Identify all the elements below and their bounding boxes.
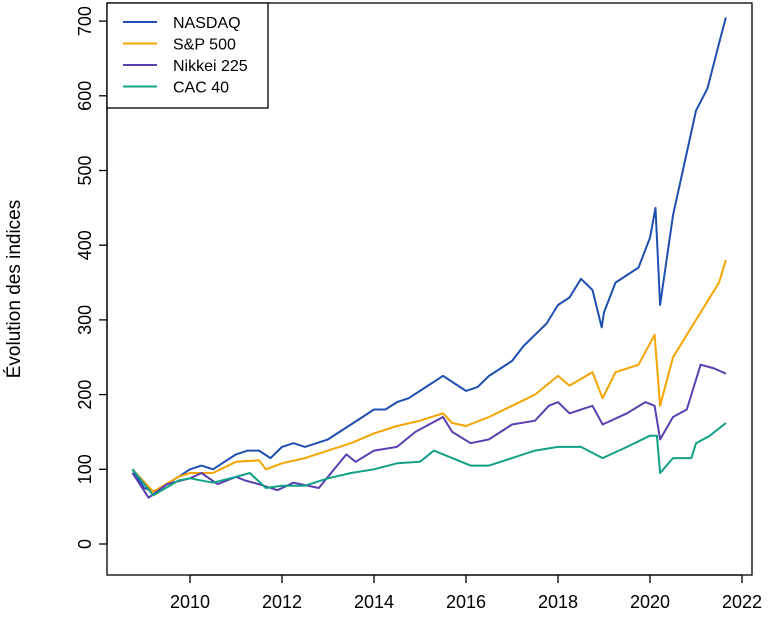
x-tick-label: 2018 [538,592,578,612]
x-tick-label: 2016 [446,592,486,612]
y-tick-label: 600 [75,81,95,111]
x-tick-label: 2020 [630,592,670,612]
x-tick-label: 2012 [262,592,302,612]
y-tick-label: 100 [75,454,95,484]
x-tick-label: 2010 [170,592,210,612]
legend-label: Nikkei 225 [173,58,248,75]
y-tick-label: 200 [75,380,95,410]
y-tick-label: 300 [75,305,95,335]
series-line-2 [131,363,727,499]
series-layer [131,17,727,499]
legend-label: NASDAQ [173,15,241,32]
axes-layer: 0 100 200 300 400 500 600 700 2010 2012 2014 2016 20… [75,6,762,612]
y-tick-label: 0 [75,539,95,549]
legend: NASDAQ S&P 500 Nikkei 225 CAC 40 [106,2,269,109]
series-line-1 [131,259,727,493]
x-tick-label: 2022 [722,592,762,612]
series-line-3 [131,422,727,497]
x-tick-label: 2014 [354,592,394,612]
y-axis-label: Évolution des indices [4,200,25,379]
legend-label: S&P 500 [173,37,236,54]
series-line-0 [131,17,727,493]
y-tick-label: 700 [75,6,95,36]
legend-label: CAC 40 [173,80,229,97]
legend-box [106,2,269,109]
y-tick-label: 500 [75,155,95,185]
y-tick-label: 400 [75,230,95,260]
